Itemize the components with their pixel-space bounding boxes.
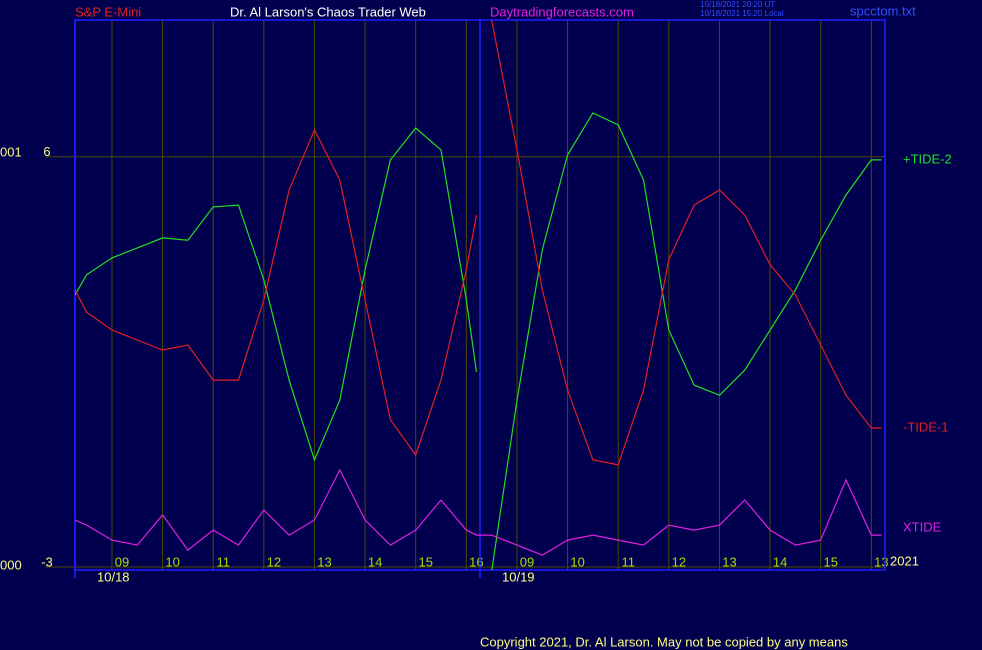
copyright: Copyright 2021, Dr. Al Larson. May not b… (480, 634, 848, 649)
date-label: 10/19 (502, 569, 535, 584)
stamp-local: 10/18/2021 15:20 Local (700, 9, 784, 18)
x-tick-label: 14 (368, 554, 382, 569)
year-label: 2021 (890, 553, 919, 568)
x-tick-label: 09 (115, 554, 129, 569)
date-label: 10/18 (97, 569, 130, 584)
file-name: spcctom.txt (850, 3, 916, 18)
x-tick-label: 12 (267, 554, 281, 569)
x-tick-label: 11 (621, 554, 635, 569)
x-tick-label: 10 (570, 554, 584, 569)
legend-label: -TIDE-1 (903, 419, 949, 434)
x-tick-label: 11 (216, 554, 230, 569)
y-tick-label: -3 (41, 554, 53, 569)
x-tick-label: 14 (773, 554, 787, 569)
x-tick-label: 09 (520, 554, 534, 569)
x-tick-label: 10 (165, 554, 179, 569)
x-tick-label: 13 (722, 554, 736, 569)
chart-title: Dr. Al Larson's Chaos Trader Web (230, 4, 426, 19)
y-side-label: 001 (0, 144, 22, 159)
symbol: S&P E-Mini (75, 4, 141, 19)
legend-label: +TIDE-2 (903, 151, 952, 166)
stamp-ut: 10/18/2021 20:20 UT (700, 0, 775, 9)
x-tick-label: 15 (418, 554, 432, 569)
y-side-label: 000 (0, 557, 22, 572)
series-line (75, 20, 882, 466)
site: Daytradingforecasts.com (490, 4, 634, 19)
y-tick-label: 6 (43, 144, 50, 159)
x-tick-label: 13 (317, 554, 331, 569)
series-line (75, 468, 882, 556)
x-tick-label: 15 (823, 554, 837, 569)
series-line (75, 112, 882, 570)
x-tick-label: 12 (672, 554, 686, 569)
legend-label: XTIDE (903, 519, 942, 534)
